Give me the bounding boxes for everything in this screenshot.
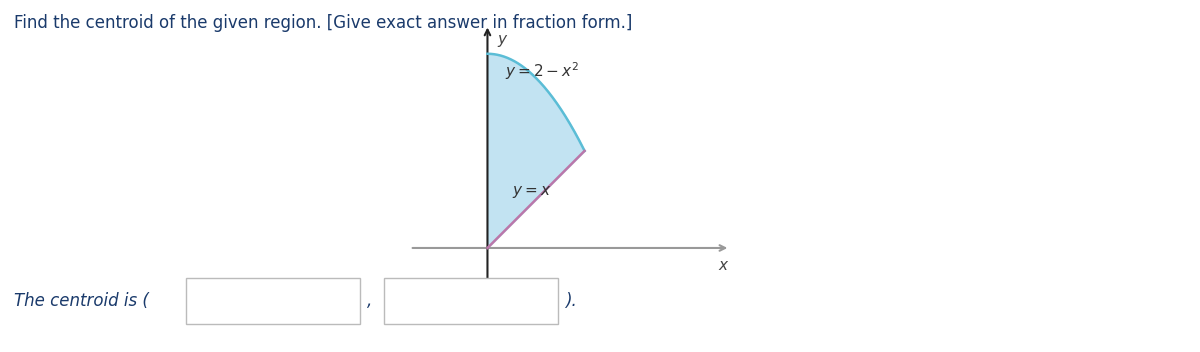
Text: y: y — [497, 32, 506, 48]
Text: $y = x$: $y = x$ — [511, 184, 551, 200]
Text: ,: , — [367, 292, 372, 310]
FancyBboxPatch shape — [186, 278, 360, 324]
FancyBboxPatch shape — [384, 278, 558, 324]
Text: Find the centroid of the given region. [Give exact answer in fraction form.]: Find the centroid of the given region. [… — [14, 14, 632, 32]
Text: x: x — [718, 258, 727, 273]
Text: The centroid is (: The centroid is ( — [14, 292, 149, 310]
Text: ).: ). — [565, 292, 577, 310]
Text: $y = 2 - x^2$: $y = 2 - x^2$ — [505, 61, 578, 82]
